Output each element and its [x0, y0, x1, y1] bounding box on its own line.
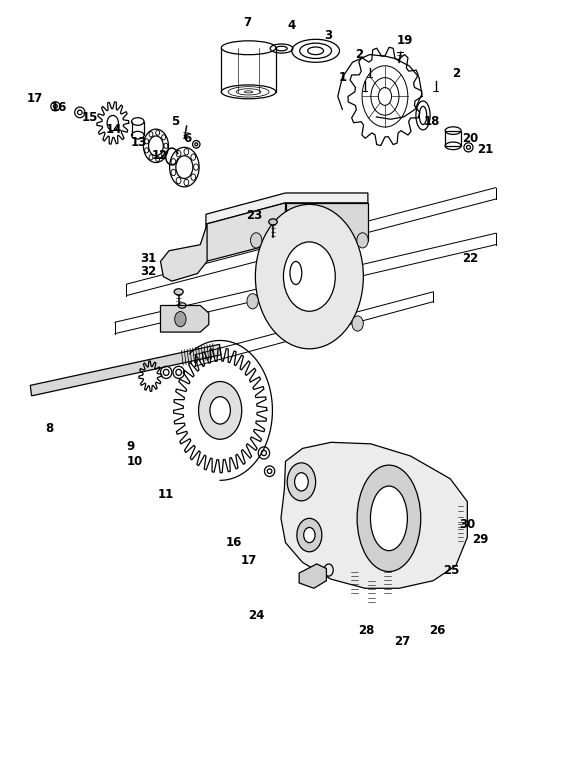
- Circle shape: [283, 242, 335, 311]
- Bar: [445, 130, 461, 146]
- Polygon shape: [30, 344, 221, 396]
- Ellipse shape: [457, 519, 464, 523]
- Text: 2: 2: [452, 67, 460, 80]
- Ellipse shape: [357, 465, 421, 571]
- Text: 2: 2: [355, 48, 363, 61]
- Text: 15: 15: [81, 111, 98, 124]
- Polygon shape: [286, 203, 368, 241]
- Circle shape: [210, 397, 230, 424]
- Circle shape: [295, 473, 308, 491]
- Polygon shape: [206, 203, 286, 262]
- Ellipse shape: [384, 567, 392, 573]
- Ellipse shape: [368, 576, 376, 582]
- Text: 31: 31: [140, 252, 156, 265]
- Text: 13: 13: [131, 136, 147, 149]
- Text: 9: 9: [127, 439, 135, 452]
- Polygon shape: [206, 193, 368, 224]
- Ellipse shape: [371, 486, 407, 551]
- Text: 17: 17: [26, 92, 42, 105]
- Text: 12: 12: [151, 150, 167, 163]
- Circle shape: [251, 233, 262, 248]
- Polygon shape: [281, 443, 467, 588]
- Polygon shape: [299, 564, 327, 588]
- Text: 20: 20: [462, 132, 478, 145]
- Ellipse shape: [432, 550, 446, 565]
- Ellipse shape: [290, 262, 302, 285]
- Text: 32: 32: [140, 265, 156, 278]
- Circle shape: [175, 311, 186, 327]
- Text: 24: 24: [248, 609, 264, 622]
- Text: 4: 4: [287, 19, 295, 32]
- Text: 30: 30: [459, 518, 476, 531]
- Text: 8: 8: [46, 422, 54, 435]
- Ellipse shape: [351, 567, 359, 573]
- Circle shape: [247, 294, 258, 309]
- Polygon shape: [160, 224, 207, 281]
- Circle shape: [255, 204, 363, 349]
- Text: 21: 21: [477, 143, 494, 156]
- Circle shape: [304, 527, 315, 542]
- Ellipse shape: [174, 288, 183, 295]
- Circle shape: [297, 518, 322, 552]
- Circle shape: [352, 316, 363, 331]
- Text: 11: 11: [158, 488, 174, 501]
- Text: 27: 27: [394, 635, 410, 648]
- Text: 3: 3: [324, 29, 332, 42]
- Circle shape: [287, 463, 316, 501]
- Text: 19: 19: [397, 34, 413, 47]
- Ellipse shape: [269, 219, 278, 225]
- Text: 23: 23: [246, 209, 262, 222]
- Text: 29: 29: [472, 533, 488, 546]
- Circle shape: [199, 382, 242, 439]
- Text: 16: 16: [51, 101, 67, 114]
- Text: 7: 7: [243, 16, 251, 29]
- Ellipse shape: [457, 501, 464, 505]
- Circle shape: [357, 233, 368, 248]
- Text: 17: 17: [240, 554, 257, 567]
- Text: 14: 14: [106, 124, 122, 137]
- Text: 18: 18: [424, 115, 440, 128]
- Text: 26: 26: [429, 624, 446, 637]
- Polygon shape: [160, 305, 209, 332]
- Text: 5: 5: [171, 115, 179, 128]
- Text: 25: 25: [443, 564, 460, 577]
- Text: 22: 22: [462, 252, 478, 265]
- Text: 28: 28: [358, 624, 375, 637]
- Text: 6: 6: [184, 132, 192, 145]
- Text: 16: 16: [226, 536, 243, 549]
- Text: 1: 1: [338, 71, 347, 84]
- Text: 10: 10: [127, 455, 143, 468]
